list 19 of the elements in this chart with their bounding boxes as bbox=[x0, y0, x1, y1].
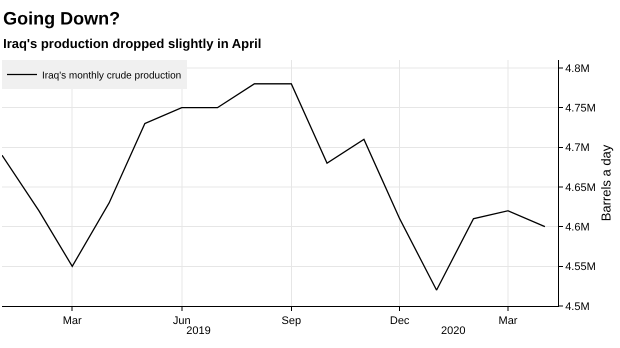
y-tick-label: 4.7M bbox=[565, 142, 590, 154]
line-series bbox=[2, 83, 546, 291]
x-tick-label: Dec bbox=[390, 315, 410, 328]
x-tick-label: Jun bbox=[172, 315, 191, 328]
x2-tick-label: 2020 bbox=[440, 325, 466, 337]
x-tick-label: Mar bbox=[498, 315, 518, 328]
x2-tick-label: 2019 bbox=[186, 325, 211, 337]
y-tick-label: 4.75M bbox=[565, 102, 596, 114]
y-tick-label: 4.6M bbox=[565, 222, 590, 234]
x-tick-label: Sep bbox=[282, 315, 302, 328]
legend-label: Iraq's monthly crude production bbox=[42, 70, 182, 82]
chart-title: Going Down? bbox=[3, 8, 120, 28]
y-tick-label: 4.55M bbox=[565, 261, 596, 274]
y-tick-label: 4.5M bbox=[565, 300, 590, 313]
y-tick-label: 4.8M bbox=[565, 62, 590, 75]
x-tick-label: Mar bbox=[62, 315, 82, 328]
chart-subtitle: Iraq's production dropped slightly in April bbox=[3, 36, 262, 51]
y-axis-title: Barrels a day bbox=[598, 144, 614, 222]
y-tick-label: 4.65M bbox=[565, 182, 596, 194]
